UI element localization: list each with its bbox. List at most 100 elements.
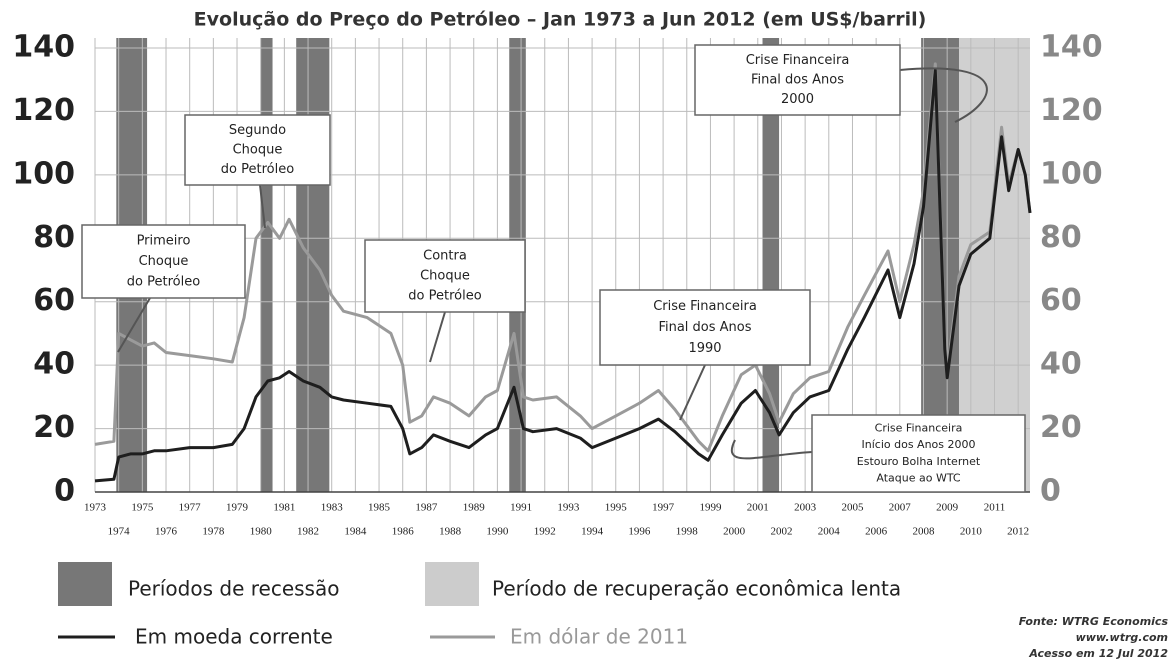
x-tick-label: 1996	[628, 526, 651, 538]
y-tick-label: 80	[33, 220, 75, 255]
x-tick-label: 2002	[770, 526, 792, 538]
x-tick-label: 2006	[865, 526, 888, 538]
x-tick-label: 1998	[676, 526, 699, 538]
x-tick-label: 1993	[557, 502, 580, 514]
annotation-text: Choque	[139, 254, 189, 269]
y-tick-label: 120	[12, 93, 75, 128]
y-tick-label: 60	[33, 283, 75, 318]
x-tick-label: 2008	[912, 526, 935, 538]
source-text: Fonte: WTRG Economics	[1019, 615, 1169, 628]
x-tick-label: 1974	[108, 526, 131, 538]
x-tick-label: 1989	[463, 502, 486, 514]
x-tick-label: 1984	[344, 526, 367, 538]
annotation-box	[364, 239, 526, 313]
y-tick-label: 40	[33, 347, 75, 382]
annotation-box	[599, 289, 811, 366]
legend-swatch	[58, 562, 112, 606]
x-tick-label: 1988	[439, 526, 462, 538]
y2-tick-label: 140	[1040, 30, 1103, 65]
annotation-text: do Petróleo	[408, 289, 481, 304]
x-tick-label: 1983	[321, 502, 344, 514]
recession-band	[296, 38, 330, 492]
legend-label: Períodos de recessão	[128, 577, 339, 601]
x-tick-label: 1985	[368, 502, 391, 514]
series-line	[94, 68, 1032, 483]
chart-title: Evolução do Preço do Petróleo – Jan 1973…	[194, 9, 927, 31]
x-tick-label: 2011	[984, 502, 1006, 514]
annotation-text: Início dos Anos 2000	[862, 438, 976, 451]
legend-label: Período de recuperação econômica lenta	[492, 577, 901, 601]
source-text: www.wtrg.com	[1076, 631, 1168, 644]
y2-tick-label: 40	[1040, 347, 1082, 382]
annotation-arrow	[117, 297, 151, 353]
y2-tick-label: 80	[1040, 220, 1082, 255]
legend-swatch	[425, 562, 479, 606]
x-tick-label: 1978	[202, 526, 225, 538]
y2-tick-label: 100	[1040, 156, 1103, 191]
y-tick-label: 20	[33, 410, 75, 445]
annotation-box	[811, 414, 1026, 493]
legend-label: Em moeda corrente	[135, 625, 333, 649]
source-text: Acesso em 12 Jul 2012	[1028, 647, 1168, 660]
annotation-text: do Petróleo	[127, 274, 200, 289]
x-tick-label: 1999	[699, 502, 722, 514]
annotation-text: Final dos Anos	[751, 73, 844, 88]
x-tick-label: 2003	[794, 502, 817, 514]
annotation-box	[694, 44, 901, 116]
annotation-arrow	[899, 67, 988, 123]
x-tick-label: 1973	[84, 502, 107, 514]
x-tick-label: 1981	[273, 502, 295, 514]
x-tick-label: 1992	[534, 526, 556, 538]
x-tick-label: 2007	[889, 502, 912, 514]
annotation-arrow	[429, 311, 446, 363]
annotation-text: 1990	[688, 341, 721, 356]
x-tick-label: 1995	[605, 502, 628, 514]
y-tick-label: 0	[54, 474, 75, 509]
annotation-arrow	[730, 439, 813, 460]
x-tick-label: 1997	[652, 502, 675, 514]
x-tick-label: 2005	[841, 502, 864, 514]
legend-label: Em dólar de 2011	[510, 625, 688, 649]
x-tick-label: 2004	[818, 526, 841, 538]
y-tick-label: 100	[12, 156, 75, 191]
annotation-text: Crise Financeira	[746, 53, 850, 68]
x-tick-label: 2010	[960, 526, 983, 538]
y2-tick-label: 120	[1040, 93, 1103, 128]
x-tick-label: 1994	[581, 526, 604, 538]
recession-band	[260, 38, 273, 492]
x-tick-label: 1979	[226, 502, 249, 514]
annotation-arrow	[259, 184, 266, 229]
annotation-text: Choque	[420, 269, 470, 284]
x-tick-label: 1975	[131, 502, 154, 514]
annotation-text: do Petróleo	[221, 162, 294, 177]
annotation-arrow	[679, 364, 706, 421]
annotation-text: Crise Financeira	[653, 299, 757, 314]
x-tick-label: 1976	[155, 526, 178, 538]
y2-tick-label: 0	[1040, 474, 1061, 509]
annotation-text: Segundo	[229, 123, 286, 138]
recession-band	[762, 38, 780, 492]
annotation-text: Crise Financeira	[875, 421, 963, 434]
x-tick-label: 2012	[1007, 526, 1029, 538]
x-tick-label: 2009	[936, 502, 959, 514]
x-tick-label: 1986	[392, 526, 415, 538]
annotation-box	[81, 224, 246, 299]
x-tick-label: 1987	[415, 502, 438, 514]
annotation-text: Choque	[233, 143, 283, 158]
x-tick-label: 2001	[747, 502, 769, 514]
x-tick-label: 1977	[179, 502, 202, 514]
annotation-text: 2000	[781, 92, 814, 107]
x-tick-label: 1980	[250, 526, 273, 538]
x-tick-label: 1990	[486, 526, 509, 538]
annotation-text: Estouro Bolha Internet	[857, 455, 981, 468]
y-tick-label: 140	[12, 30, 75, 65]
annotation-text: Primeiro	[137, 234, 191, 249]
annotation-text: Final dos Anos	[658, 320, 751, 335]
annotation-text: Ataque ao WTC	[876, 472, 961, 485]
y2-tick-label: 20	[1040, 410, 1082, 445]
x-tick-label: 2000	[723, 526, 746, 538]
annotation-text: Contra	[423, 249, 467, 264]
y2-tick-label: 60	[1040, 283, 1082, 318]
annotation-box	[184, 114, 331, 186]
